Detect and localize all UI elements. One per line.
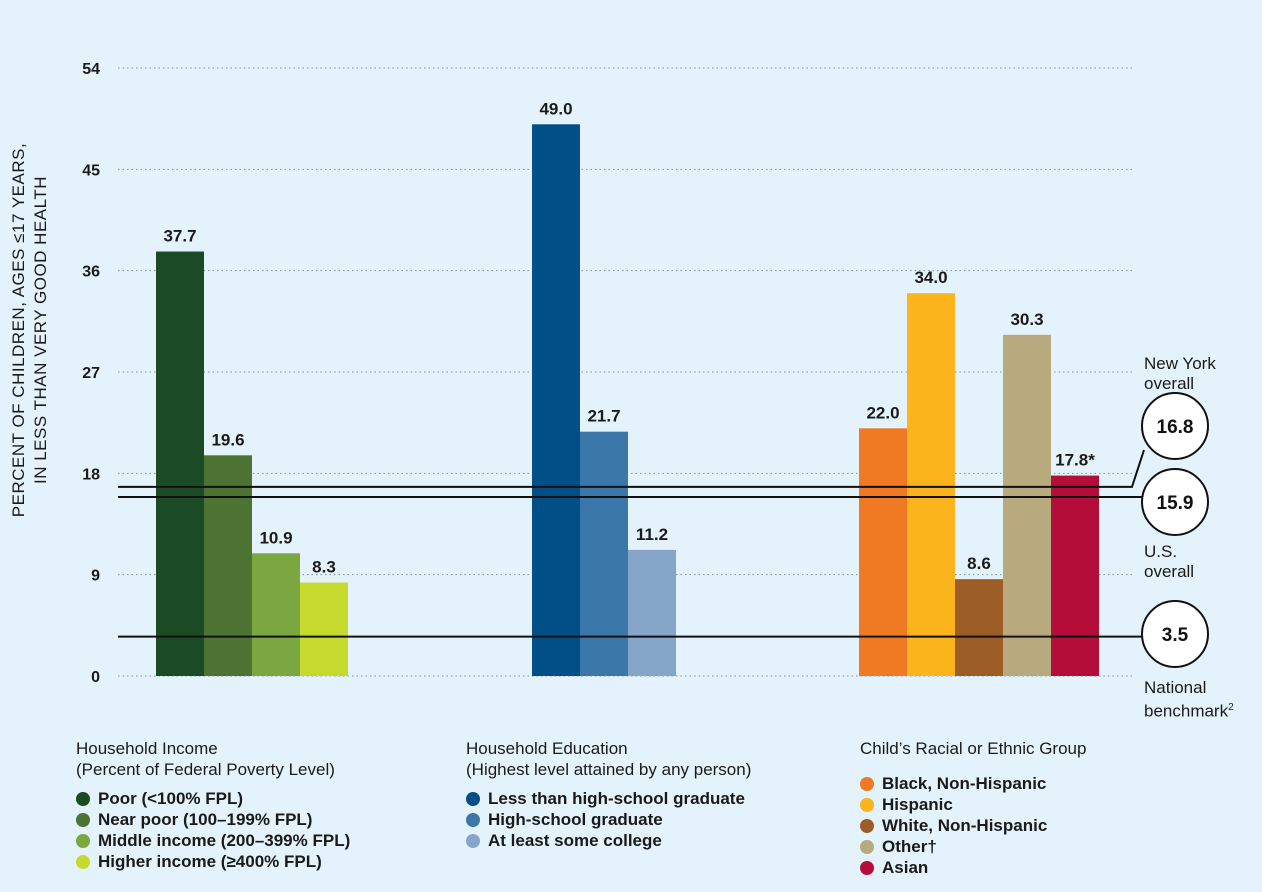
ny-value-label: 16.8: [1157, 417, 1194, 438]
legend-education-subtitle: (Highest level attained by any person): [466, 760, 752, 779]
data-label: 22.0: [866, 403, 899, 422]
legend-label: White, Non-Hispanic: [882, 816, 1048, 835]
legend-race-items: Black, Non-Hispanic Hispanic White, Non-Hi…: [860, 773, 1086, 878]
legend-label: Hispanic: [882, 795, 953, 814]
legend-item-white-non-hispanic: White, Non-Hispanic: [860, 815, 1086, 836]
bar-hispanic: [907, 293, 955, 676]
data-label: 49.0: [539, 99, 572, 118]
data-label: 17.8*: [1055, 451, 1095, 470]
benchmark-caption: National benchmark2: [1144, 678, 1234, 721]
bar-at-least-some-college: [628, 549, 676, 676]
legend-label: Asian: [882, 858, 929, 877]
bar-white-non-hispanic: [955, 579, 1003, 676]
legend-swatch: [860, 797, 874, 812]
bar-poor-100-fpl: [156, 251, 204, 676]
bar-other: [1003, 334, 1051, 676]
legend-swatch: [76, 791, 90, 806]
y-tick-label: 9: [91, 568, 100, 585]
legend-education-items: Less than high-school graduate High-schoo…: [466, 788, 751, 851]
legend-swatch: [860, 776, 874, 791]
legend-label: Higher income (≥400% FPL): [98, 852, 322, 871]
legend-item-other: Other†: [860, 836, 1086, 857]
ny-overall-line: [118, 449, 1145, 488]
bench-value-label: 3.5: [1162, 625, 1189, 646]
legend-race: Child’s Racial or Ethnic Group Black, No…: [860, 738, 1086, 878]
us-value-label: 15.9: [1157, 493, 1194, 514]
y-axis-title-container: PERCENT OF CHILDREN, AGES ≤17 YEARS, IN …: [4, 100, 56, 560]
ny-value-circle: [1141, 392, 1209, 460]
legend-item-middle-income-200-399-fpl: Middle income (200–399% FPL): [76, 830, 350, 851]
legend-education: Household Education (Highest level attai…: [466, 738, 751, 851]
legend-swatch: [860, 860, 874, 875]
ny-overall-caption: New York overall: [1144, 354, 1216, 393]
legend-label: Middle income (200–399% FPL): [98, 831, 351, 850]
legend-label: High-school graduate: [488, 810, 663, 829]
legend-income-subtitle: (Percent of Federal Poverty Level): [76, 760, 335, 779]
data-label: 37.7: [163, 227, 196, 246]
bar-asian: [1051, 475, 1099, 676]
legend-swatch: [466, 833, 480, 848]
legend-item-black-non-hispanic: Black, Non-Hispanic: [860, 773, 1086, 794]
y-axis-title-line-1: PERCENT OF CHILDREN, AGES ≤17 YEARS,: [9, 142, 28, 518]
legend-swatch: [860, 818, 874, 833]
bar-middle-income-200-399-fpl: [252, 553, 300, 676]
y-tick-label: 0: [91, 669, 100, 686]
data-label: 19.6: [211, 430, 244, 449]
y-tick-label: 45: [82, 162, 100, 179]
bar-less-than-high-school-graduate: [532, 124, 580, 677]
us-value-circle: [1141, 468, 1209, 536]
bar-higher-income-400-fpl: [300, 582, 348, 676]
legend-item-at-least-some-college: At least some college: [466, 830, 751, 851]
y-axis-title-line-2: IN LESS THAN VERY GOOD HEALTH: [31, 176, 50, 484]
bar-near-poor-100-199-fpl: [204, 455, 252, 676]
legend-label: Black, Non-Hispanic: [882, 774, 1047, 793]
y-axis-title: PERCENT OF CHILDREN, AGES ≤17 YEARS, IN …: [8, 143, 52, 517]
y-tick-label: 54: [82, 61, 100, 78]
legend-item-less-than-high-school-graduate: Less than high-school graduate: [466, 788, 751, 809]
y-tick-label: 27: [82, 365, 100, 382]
legend-label: Less than high-school graduate: [488, 789, 745, 808]
data-label: 34.0: [914, 268, 947, 287]
legend-item-poor-100-fpl: Poor (<100% FPL): [76, 788, 350, 809]
data-label: 21.7: [587, 407, 620, 426]
legend-education-title: Household Education: [466, 739, 628, 758]
data-label: 8.3: [312, 558, 336, 577]
y-tick-label: 18: [82, 466, 100, 483]
legend-label: At least some college: [488, 831, 662, 850]
legend-swatch: [466, 791, 480, 806]
bar-high-school-graduate: [580, 431, 628, 676]
legend-income: Household Income (Percent of Federal Pov…: [76, 738, 350, 872]
legend-item-hispanic: Hispanic: [860, 794, 1086, 815]
legend-income-title: Household Income: [76, 739, 218, 758]
legend-item-near-poor-100-199-fpl: Near poor (100–199% FPL): [76, 809, 350, 830]
bench-value-circle: [1141, 600, 1209, 668]
legend-label: Poor (<100% FPL): [98, 789, 244, 808]
legend-swatch: [76, 812, 90, 827]
legend-swatch: [466, 812, 480, 827]
legend-swatch: [76, 854, 90, 869]
us-overall-caption: U.S. overall: [1144, 542, 1195, 581]
data-label: 30.3: [1010, 310, 1043, 329]
y-tick-label: 36: [82, 264, 100, 281]
legend-item-asian: Asian: [860, 857, 1086, 878]
data-label: 11.2: [636, 525, 668, 544]
legend-swatch: [76, 833, 90, 848]
legend-item-high-school-graduate: High-school graduate: [466, 809, 751, 830]
legend-label: Other†: [882, 837, 937, 856]
bar-black-non-hispanic: [859, 428, 907, 676]
legend-item-higher-income-400-fpl: Higher income (≥400% FPL): [76, 851, 350, 872]
data-label: 10.9: [259, 528, 292, 547]
legend-income-items: Poor (<100% FPL) Near poor (100–199% FPL)…: [76, 788, 350, 872]
legend-race-title: Child’s Racial or Ethnic Group: [860, 739, 1087, 758]
legend-swatch: [860, 839, 874, 854]
legend-label: Near poor (100–199% FPL): [98, 810, 313, 829]
data-label: 8.6: [967, 554, 991, 573]
